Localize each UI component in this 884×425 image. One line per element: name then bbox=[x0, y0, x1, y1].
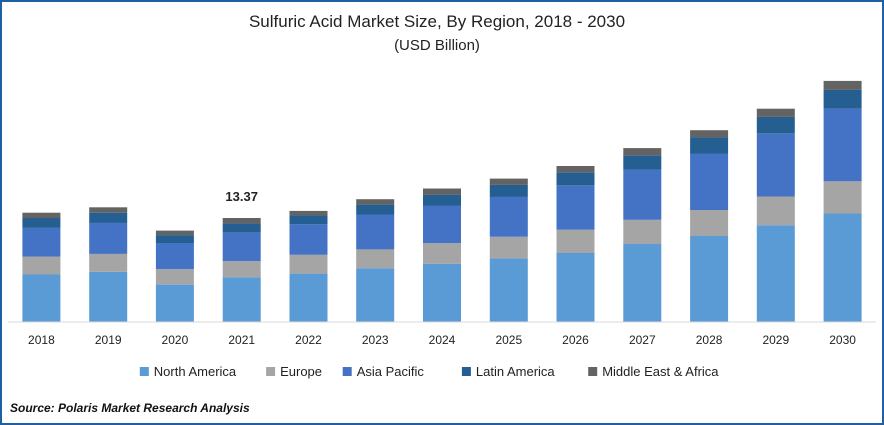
x-tick-label-2018: 2018 bbox=[28, 333, 55, 347]
bar-segment-2025-0 bbox=[489, 258, 528, 322]
bar-segment-2029-3 bbox=[756, 116, 795, 134]
annotations-group: 13.37 bbox=[225, 189, 258, 204]
legend: North America Europe Asia Pacific Latin Ame… bbox=[139, 364, 719, 379]
bar-segment-2023-2 bbox=[356, 214, 395, 250]
bar-segment-2021-4 bbox=[222, 218, 261, 224]
legend-swatch-1 bbox=[266, 367, 276, 376]
x-tick-label-2020: 2020 bbox=[162, 333, 189, 347]
x-tick-label-2025: 2025 bbox=[495, 333, 522, 347]
bar-segment-2021-2 bbox=[222, 232, 261, 262]
bar-segment-2024-2 bbox=[423, 205, 461, 244]
x-tick-label-2019: 2019 bbox=[95, 333, 122, 347]
bar-segment-2027-2 bbox=[623, 169, 662, 220]
bar-segment-2022-0 bbox=[289, 273, 328, 322]
bar-segment-2023-3 bbox=[356, 204, 395, 215]
bar-segment-2026-0 bbox=[556, 253, 595, 322]
bar-segment-2027-1 bbox=[623, 219, 662, 244]
bars-group bbox=[22, 80, 862, 322]
bar-segment-2021-3 bbox=[222, 223, 261, 233]
bar-segment-2018-1 bbox=[22, 256, 61, 275]
x-tick-label-2029: 2029 bbox=[762, 333, 789, 347]
x-tick-label-2027: 2027 bbox=[629, 333, 656, 347]
x-tick-label-2021: 2021 bbox=[228, 333, 255, 347]
bar-segment-2030-2 bbox=[823, 108, 862, 182]
chart-title: Sulfuric Acid Market Size, By Region, 20… bbox=[249, 12, 625, 31]
bar-segment-2018-3 bbox=[22, 218, 61, 228]
bar-segment-2025-1 bbox=[489, 236, 528, 259]
bar-segment-2027-3 bbox=[623, 155, 662, 170]
x-tick-labels: 2018 2019 2020 2021 2022 2023 2024 2025 2026 2027… bbox=[28, 333, 856, 347]
legend-swatch-2 bbox=[342, 367, 352, 376]
bar-segment-2023-1 bbox=[356, 249, 395, 269]
bar-segment-2030-3 bbox=[823, 89, 862, 109]
bar-segment-2025-4 bbox=[489, 178, 528, 185]
bar-segment-2022-2 bbox=[289, 224, 328, 255]
bar-segment-2018-0 bbox=[22, 274, 61, 322]
bar-segment-2028-0 bbox=[690, 236, 729, 322]
bar-segment-2023-0 bbox=[356, 268, 395, 322]
bar-segment-2028-2 bbox=[690, 153, 729, 210]
bar-segment-2030-4 bbox=[823, 80, 862, 90]
bar-segment-2029-2 bbox=[756, 133, 795, 197]
bar-segment-2018-4 bbox=[22, 212, 61, 219]
bar-segment-2028-4 bbox=[690, 130, 729, 138]
bar-segment-2030-1 bbox=[823, 181, 862, 214]
legend-swatch-4 bbox=[588, 367, 598, 376]
bar-segment-2025-3 bbox=[489, 184, 528, 197]
bar-segment-2021-0 bbox=[222, 277, 261, 322]
bar-segment-2019-0 bbox=[89, 271, 128, 322]
bar-segment-2028-1 bbox=[690, 210, 729, 236]
bar-segment-2029-1 bbox=[756, 196, 795, 226]
bar-segment-2030-0 bbox=[823, 213, 862, 322]
bar-segment-2024-3 bbox=[423, 194, 461, 206]
bar-segment-2020-0 bbox=[155, 284, 194, 322]
bar-segment-2019-1 bbox=[89, 253, 128, 272]
x-tick-label-2030: 2030 bbox=[829, 333, 856, 347]
bar-segment-2025-2 bbox=[489, 196, 528, 237]
bar-segment-2026-3 bbox=[556, 172, 595, 186]
bar-segment-2019-2 bbox=[89, 222, 128, 254]
legend-label-1: Europe bbox=[280, 364, 322, 379]
legend-label-2: Asia Pacific bbox=[357, 364, 425, 379]
legend-swatch-0 bbox=[139, 367, 149, 376]
bar-segment-2019-3 bbox=[89, 212, 128, 223]
bar-segment-2027-0 bbox=[623, 244, 662, 322]
bar-segment-2029-4 bbox=[756, 108, 795, 117]
bar-segment-2018-2 bbox=[22, 227, 61, 257]
bar-segment-2023-4 bbox=[356, 199, 395, 205]
bar-segment-2027-4 bbox=[623, 148, 662, 156]
bar-segment-2022-3 bbox=[289, 215, 328, 225]
x-tick-label-2028: 2028 bbox=[696, 333, 723, 347]
data-label-2021: 13.37 bbox=[225, 189, 258, 204]
x-tick-label-2022: 2022 bbox=[295, 333, 322, 347]
bar-segment-2029-0 bbox=[756, 225, 795, 322]
legend-swatch-3 bbox=[461, 367, 471, 376]
legend-label-3: Latin America bbox=[476, 364, 556, 379]
bar-segment-2024-4 bbox=[423, 188, 461, 195]
source-note: Source: Polaris Market Research Analysis bbox=[10, 401, 250, 415]
bar-segment-2024-1 bbox=[423, 243, 461, 264]
bar-segment-2022-1 bbox=[289, 254, 328, 274]
bar-segment-2019-4 bbox=[89, 207, 128, 213]
legend-label-4: Middle East & Africa bbox=[602, 364, 719, 379]
bar-segment-2021-1 bbox=[222, 261, 261, 278]
bar-segment-2026-4 bbox=[556, 166, 595, 173]
x-tick-label-2023: 2023 bbox=[362, 333, 389, 347]
bar-segment-2020-1 bbox=[155, 269, 194, 285]
x-tick-label-2026: 2026 bbox=[562, 333, 589, 347]
chart-subtitle: (USD Billion) bbox=[394, 37, 480, 54]
bar-segment-2028-3 bbox=[690, 137, 729, 154]
legend-label-0: North America bbox=[154, 364, 237, 379]
bar-segment-2020-4 bbox=[155, 230, 194, 236]
bar-segment-2022-4 bbox=[289, 210, 328, 216]
x-tick-label-2024: 2024 bbox=[429, 333, 456, 347]
bar-segment-2020-2 bbox=[155, 243, 194, 270]
bar-segment-2026-1 bbox=[556, 229, 595, 253]
bar-segment-2026-2 bbox=[556, 185, 595, 230]
bar-segment-2020-3 bbox=[155, 235, 194, 244]
bar-segment-2024-0 bbox=[423, 263, 461, 322]
